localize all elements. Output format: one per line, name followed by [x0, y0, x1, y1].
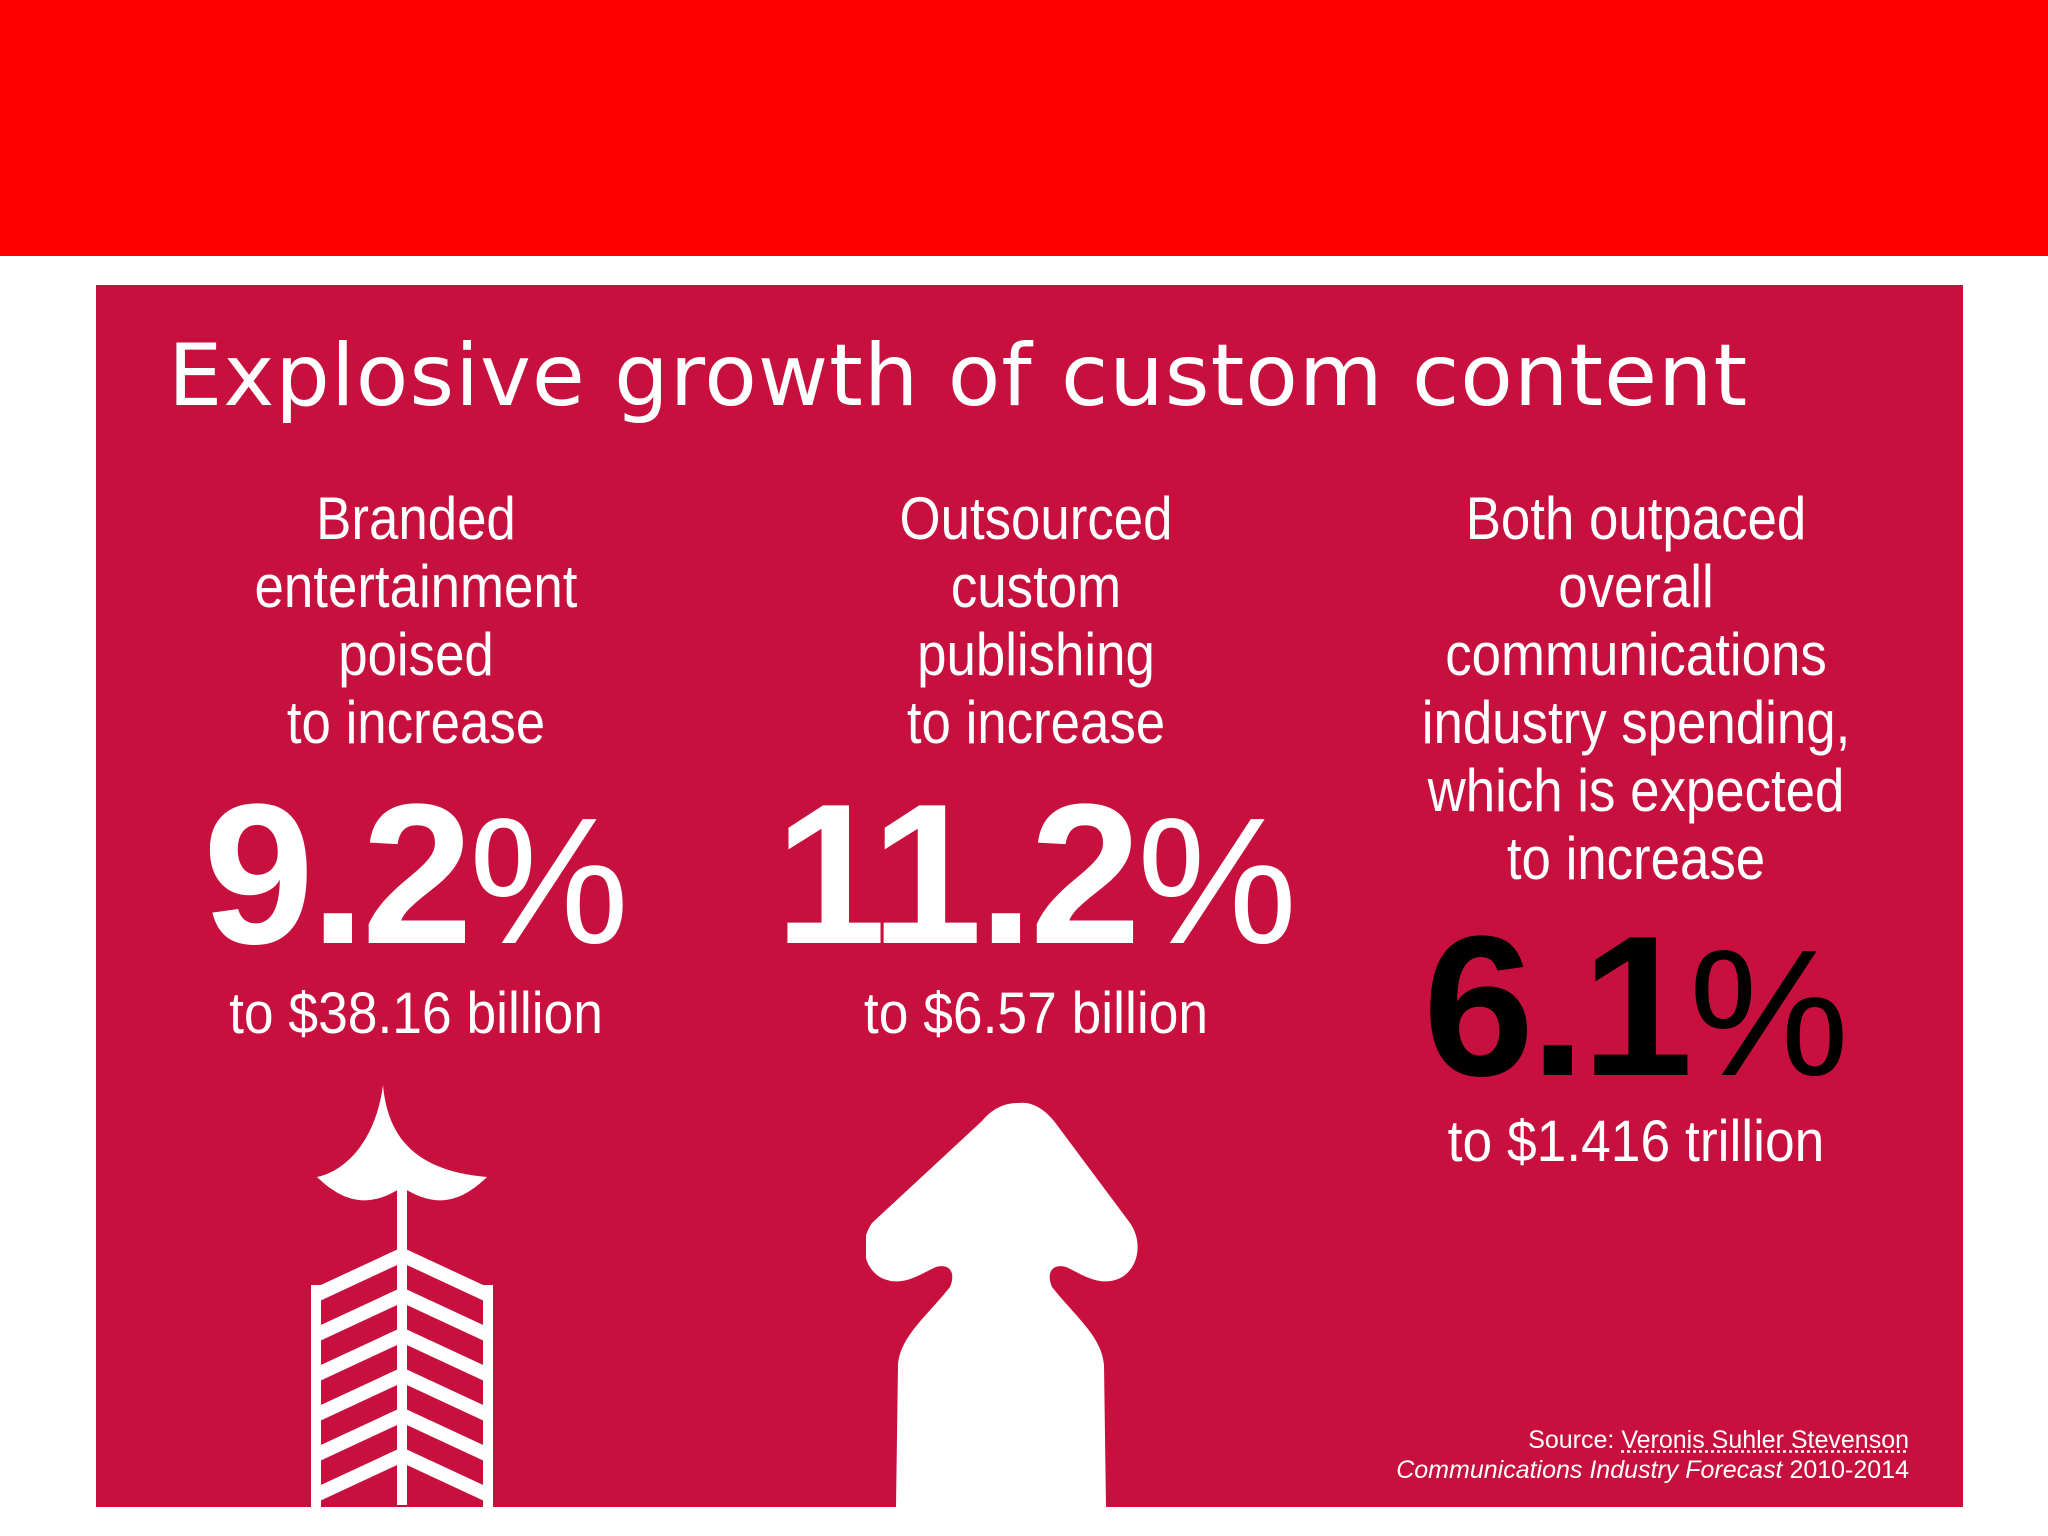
arrow-icon	[311, 1085, 493, 1507]
percent-sign: %	[1137, 781, 1298, 982]
target-value: to $1.416 trillion	[1447, 1109, 1825, 1174]
stat-description: Both outpaced overall communications ind…	[1372, 485, 1900, 893]
percent-sign: %	[468, 781, 630, 982]
description-line: to increase	[286, 689, 546, 756]
infographic-title: Explosive growth of custom content	[168, 326, 1749, 426]
stat-branded-percent: 9.2%	[136, 775, 696, 975]
description-line: Outsourced	[899, 485, 1173, 552]
percent-value: 11.2	[774, 763, 1141, 986]
source-credit: Source: Veronis Suhler Stevenson Communi…	[1396, 1425, 1909, 1485]
top-red-band	[0, 0, 2048, 256]
percent-value: 9.2	[202, 763, 473, 986]
growth-percent: 11.2%	[746, 775, 1326, 975]
description-line: publishing	[917, 621, 1155, 688]
source-publication: Communications Industry Forecast	[1396, 1456, 1783, 1484]
description-line: which is expected	[1427, 757, 1845, 824]
upward-arrow-icon	[866, 1102, 1138, 1507]
description-line: to increase	[906, 689, 1166, 756]
description-line: entertainment	[254, 553, 578, 620]
source-label: Source:	[1528, 1426, 1615, 1454]
percent-value: 6.1	[1422, 895, 1693, 1118]
target-value: to $6.57 billion	[863, 981, 1209, 1046]
stat-publishing-percent: 11.2%	[746, 775, 1326, 975]
growth-percent: 6.1%	[1336, 907, 1936, 1107]
description-line: overall	[1558, 553, 1714, 620]
source-name: Veronis Suhler Stevenson	[1621, 1426, 1909, 1454]
percent-sign: %	[1688, 913, 1850, 1114]
stat-publishing-target: to $6.57 billion	[746, 985, 1326, 1043]
source-line: Source: Veronis Suhler Stevenson	[1396, 1425, 1909, 1455]
description-line: communications	[1445, 621, 1827, 688]
stat-communications-industry: Both outpaced overall communications ind…	[1336, 485, 1936, 893]
description-line: Both outpaced	[1465, 485, 1807, 552]
infographic-panel: Explosive growth of custom content Brand…	[96, 285, 1963, 1507]
growth-percent: 9.2%	[136, 775, 696, 975]
stat-custom-publishing: Outsourced custom publishing to increase	[746, 485, 1326, 757]
source-years: 2010-2014	[1789, 1456, 1909, 1484]
stat-branded-target: to $38.16 billion	[136, 985, 696, 1043]
description-line: to increase	[1506, 825, 1766, 892]
stat-communications-target: to $1.416 trillion	[1336, 1113, 1936, 1171]
stat-description: Outsourced custom publishing to increase	[781, 485, 1291, 757]
description-line: poised	[338, 621, 494, 688]
stat-description: Branded entertainment poised to increase	[170, 485, 663, 757]
target-value: to $38.16 billion	[229, 981, 603, 1046]
stat-branded-entertainment: Branded entertainment poised to increase	[136, 485, 696, 757]
stat-communications-percent: 6.1%	[1336, 907, 1936, 1107]
source-publication-line: Communications Industry Forecast 2010-20…	[1396, 1455, 1909, 1485]
description-line: industry spending,	[1421, 689, 1851, 756]
description-line: custom	[950, 553, 1122, 620]
description-line: Branded	[316, 485, 516, 552]
